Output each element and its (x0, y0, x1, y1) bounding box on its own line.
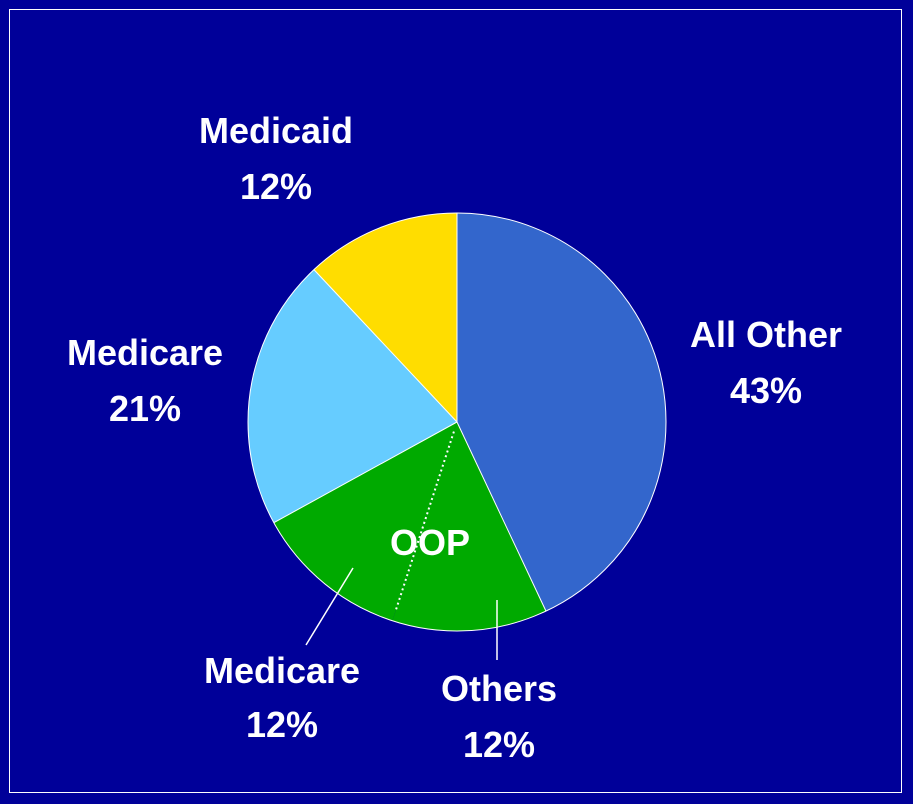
chart-frame (9, 9, 902, 793)
label-medicaid-value: 12% (240, 166, 312, 207)
label-others-value: 12% (463, 724, 535, 765)
slice-separator (313, 269, 458, 423)
slice-medicaid (313, 213, 457, 422)
oop-group-label: OOP (390, 522, 470, 563)
label-oop-medicare-value: 12% (246, 704, 318, 745)
pie-slices (247, 212, 667, 632)
slice-separator (273, 421, 458, 524)
label-medicaid-name: Medicaid (199, 110, 353, 151)
label-all-other-value: 43% (730, 370, 802, 411)
slice-oop-medicare (273, 422, 457, 621)
slice-oop-others (392, 422, 546, 631)
slice-all-other (457, 213, 666, 612)
slice-medicare (247, 269, 457, 523)
leader-lines (305, 567, 498, 660)
label-medicare-value: 21% (109, 388, 181, 429)
label-medicare-name: Medicare (67, 332, 223, 373)
oop-divider (395, 431, 455, 610)
label-all-other-name: All Other (690, 314, 842, 355)
slice-separator (456, 421, 547, 612)
label-others-name: Others (441, 668, 557, 709)
label-oop-medicare-name: Medicare (204, 650, 360, 691)
leader-line-oop-medicare (305, 567, 354, 646)
